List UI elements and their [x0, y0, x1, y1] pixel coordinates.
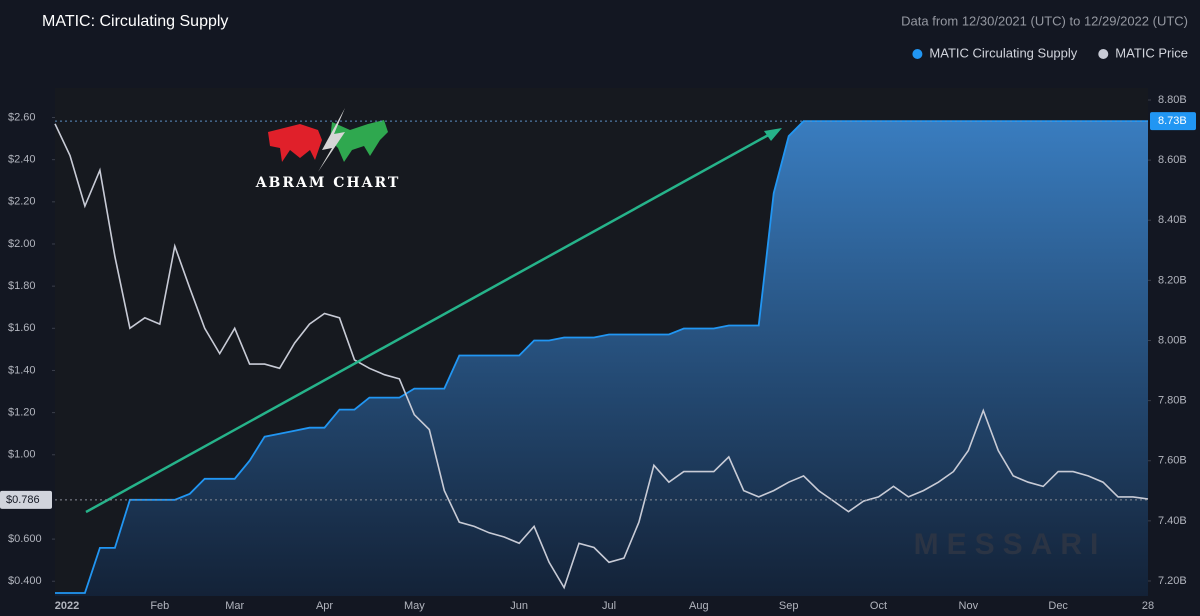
current-price-label: $0.786 [6, 494, 40, 506]
current-supply-box [1150, 112, 1196, 131]
y-tick-label: $1.60 [8, 322, 36, 334]
legend-label: MATIC Circulating Supply [929, 45, 1077, 60]
x-tick-label: Jun [510, 600, 528, 612]
x-tick-label: Nov [959, 600, 979, 612]
logo: ABRAM CHART [255, 108, 401, 191]
x-tick-label: Jul [602, 600, 616, 612]
y2-tick-label: 8.20B [1158, 274, 1187, 286]
y-tick-label: $0.400 [8, 575, 42, 587]
x-tick-label: Apr [316, 600, 333, 612]
current-supply-label: 8.73B [1158, 115, 1187, 127]
x-tick-label: May [404, 600, 425, 612]
logo-text: ABRAM CHART [255, 175, 401, 191]
y-tick-label: $1.40 [8, 364, 36, 376]
y2-tick-label: 7.20B [1158, 575, 1187, 587]
x-tick-label: Mar [225, 600, 244, 612]
x-tick-label: 2022 [55, 600, 79, 612]
y-tick-label: $2.40 [8, 154, 36, 166]
x-tick-label: 28 [1142, 600, 1154, 612]
bull-icon [330, 120, 388, 162]
arrow-head [764, 128, 782, 141]
y2-tick-label: 8.80B [1158, 94, 1187, 106]
legend-label: MATIC Price [1115, 45, 1188, 60]
y-tick-label: $0.600 [8, 533, 42, 545]
y-tick-label: $2.20 [8, 196, 36, 208]
y-tick-label: $2.00 [8, 238, 36, 250]
current-price-box [0, 490, 52, 509]
y-tick-label: $1.00 [8, 449, 36, 461]
y2-tick-label: 7.80B [1158, 395, 1187, 407]
y2-tick-label: 8.00B [1158, 334, 1187, 346]
chart-title: MATIC: Circulating Supply [42, 13, 228, 30]
price-line [54, 123, 1149, 590]
y2-tick-label: 8.40B [1158, 214, 1187, 226]
arrow-line [85, 131, 773, 514]
y2-tick-label: 7.40B [1158, 515, 1187, 527]
watermark: MESSARI [914, 528, 1107, 561]
y-tick-label: $1.20 [8, 407, 36, 419]
y-tick-label: $2.60 [8, 111, 36, 123]
y2-tick-label: 7.60B [1158, 455, 1187, 467]
chart-subtitle: Data from 12/30/2021 (UTC) to 12/29/2022… [901, 13, 1188, 28]
supply-area [55, 121, 1148, 596]
legend-swatch [912, 49, 923, 59]
x-tick-label: Sep [779, 600, 799, 612]
y-tick-label: $1.80 [8, 280, 36, 292]
trend-arrow [85, 128, 782, 514]
x-tick-label: Aug [689, 600, 709, 612]
y2-tick-label: 8.60B [1158, 154, 1187, 166]
bear-icon [268, 124, 322, 162]
x-tick-label: Feb [150, 600, 169, 612]
x-tick-label: Dec [1048, 600, 1068, 612]
x-tick-label: Oct [870, 600, 887, 612]
legend-swatch [1098, 49, 1109, 59]
bolt-icon [318, 108, 345, 172]
